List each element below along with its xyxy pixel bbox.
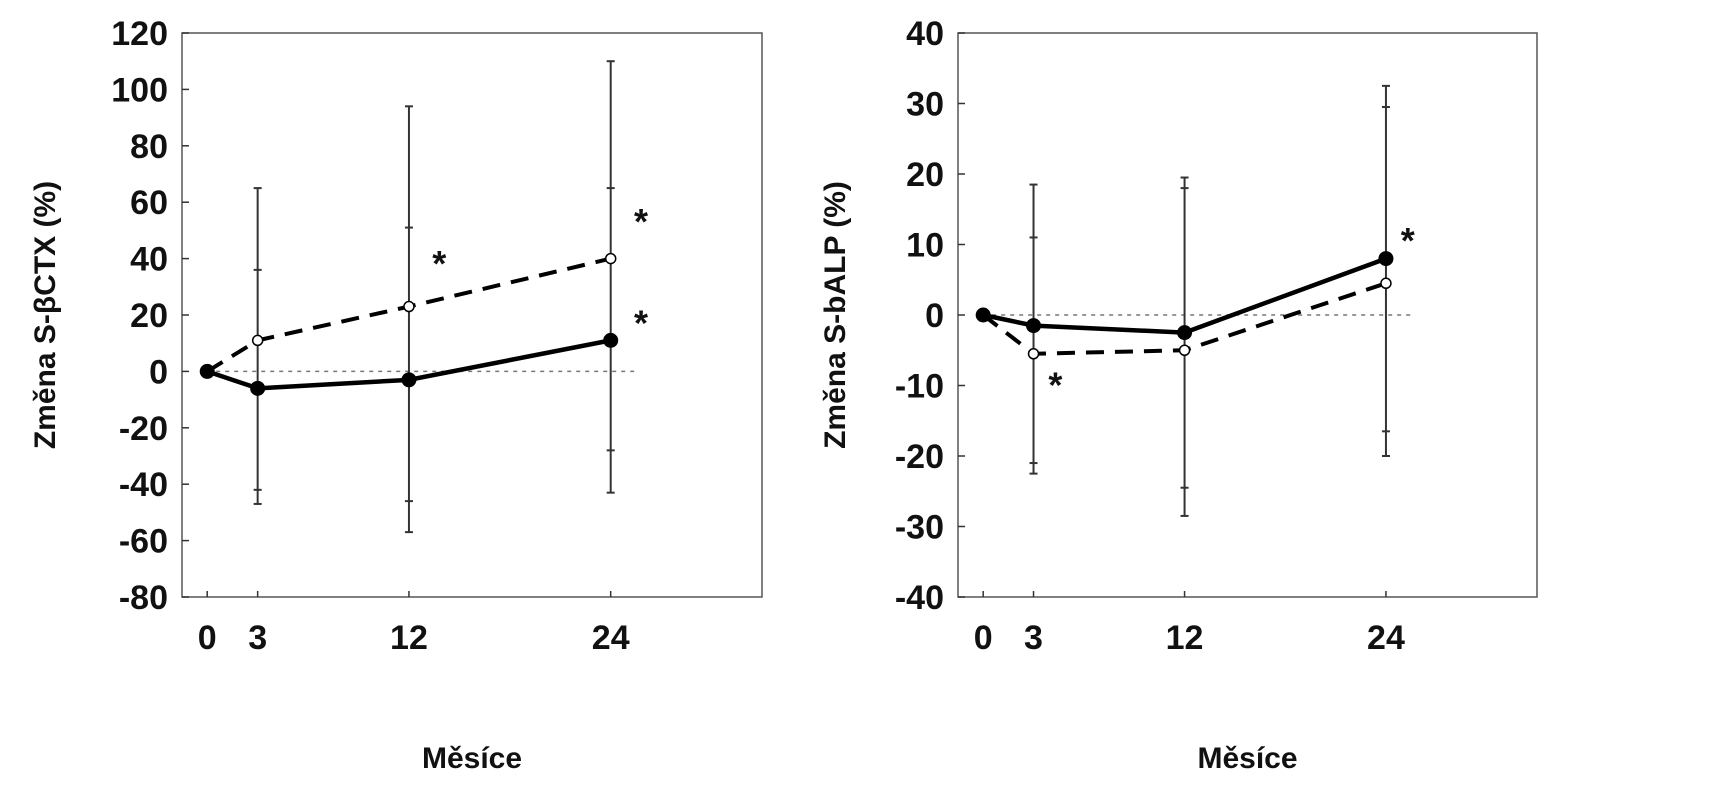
data-point-filled [1177,325,1193,341]
significance-star: * [1401,220,1415,261]
y-axis-title: Změna S-βCTX (%) [29,181,62,449]
x-tick-label: 3 [1024,619,1043,657]
y-tick-label: 40 [130,241,168,279]
y-tick-label: -20 [119,410,168,448]
y-tick-label: 100 [111,71,168,109]
data-point-filled [603,332,619,348]
y-tick-label: 10 [906,227,944,265]
data-point-filled [401,372,417,388]
significance-star: * [634,201,648,242]
y-tick-label: -10 [895,368,944,406]
y-tick-label: -40 [119,466,168,504]
series-line-solid [982,256,1387,335]
y-tick-label: 40 [906,15,944,53]
x-tick-label: 12 [390,619,428,657]
data-point-open [1380,277,1392,290]
y-tick-label: 80 [130,128,168,166]
series-line-dashed [981,281,1387,356]
y-axis-title: Změna S-bALP (%) [819,181,852,449]
significance-star: * [1048,365,1062,406]
data-point-open [403,300,415,313]
y-tick-label: 60 [130,184,168,222]
y-tick-label: 120 [111,15,168,53]
y-tick-label: 0 [149,353,168,391]
x-axis-title: Měsíce [422,742,522,775]
significance-star: * [432,243,446,284]
data-point-filled [975,307,991,323]
x-tick-label: 0 [198,619,217,657]
y-tick-label: -60 [119,523,168,561]
data-point-open [1027,348,1040,360]
y-tick-label: 30 [906,86,944,124]
x-tick-label: 24 [1367,619,1405,657]
plot-frame [181,32,763,598]
y-tick-label: -40 [895,579,944,617]
data-point-open [251,334,264,347]
x-tick-label: 0 [974,619,993,657]
y-tick-label: 0 [925,297,944,335]
data-point-filled [250,380,266,396]
x-tick-label: 12 [1166,619,1204,657]
y-tick-label: -30 [895,509,944,547]
data-point-filled [1026,318,1042,334]
y-tick-label: -20 [895,438,944,476]
series-line-solid [206,338,612,391]
y-tick-label: -80 [119,579,168,617]
series-line-dashed [206,256,612,374]
y-tick-label: 20 [130,297,168,335]
significance-star: * [634,302,648,343]
data-point-filled [199,363,215,379]
x-axis-title: Měsíce [1197,742,1297,775]
x-tick-label: 24 [592,619,630,657]
data-point-open [604,252,617,265]
data-point-open [1178,344,1191,356]
data-point-filled [1378,251,1394,267]
y-tick-label: 20 [906,156,944,194]
x-tick-label: 3 [248,619,267,657]
